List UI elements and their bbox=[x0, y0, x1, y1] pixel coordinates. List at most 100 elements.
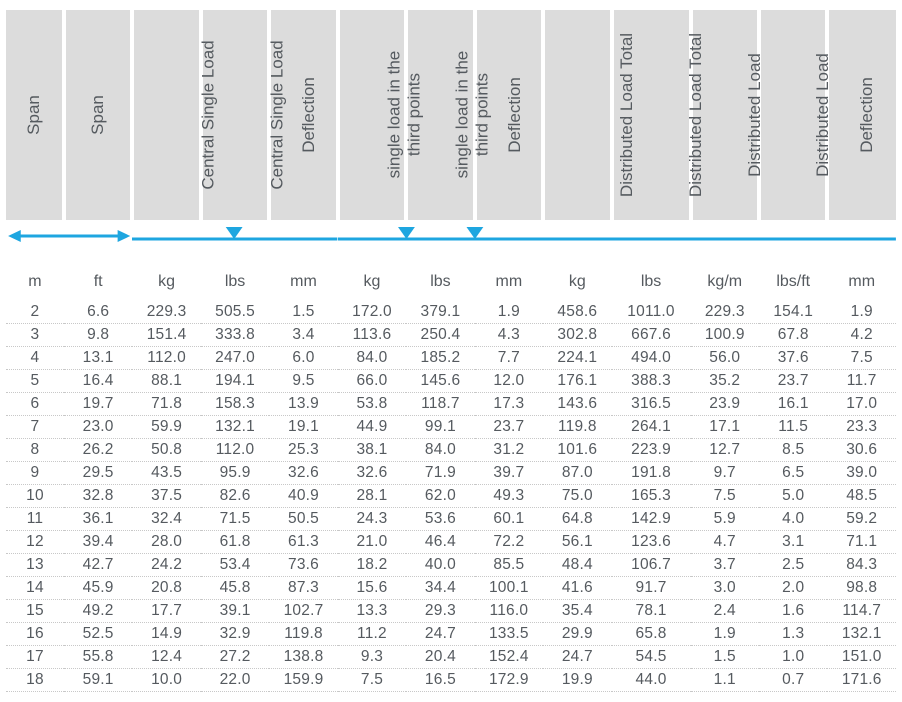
cell: 16.4 bbox=[64, 370, 132, 393]
cell: 223.9 bbox=[612, 439, 691, 462]
cell: 13.1 bbox=[64, 347, 132, 370]
header-central-kg: Central Single Load bbox=[132, 10, 200, 220]
cell: 1.0 bbox=[759, 646, 827, 669]
cell: 49.3 bbox=[475, 485, 543, 508]
cell: 23.0 bbox=[64, 416, 132, 439]
unit-mm-3: mm bbox=[827, 267, 896, 301]
cell: 1.5 bbox=[269, 301, 337, 324]
cell: 264.1 bbox=[612, 416, 691, 439]
cell: 78.1 bbox=[612, 600, 691, 623]
cell: 75.0 bbox=[543, 485, 611, 508]
cell: 23.9 bbox=[691, 393, 759, 416]
cell: 34.4 bbox=[406, 577, 474, 600]
table-row: 39.8151.4333.83.4113.6250.44.3302.8667.6… bbox=[6, 324, 896, 347]
cell: 19.7 bbox=[64, 393, 132, 416]
cell: 88.1 bbox=[132, 370, 200, 393]
cell: 18 bbox=[6, 669, 64, 692]
cell: 29.9 bbox=[543, 623, 611, 646]
table-row: 1755.812.427.2138.89.320.4152.424.754.51… bbox=[6, 646, 896, 669]
unit-lbs-1: lbs bbox=[201, 267, 269, 301]
cell: 112.0 bbox=[132, 347, 200, 370]
cell: 7.7 bbox=[475, 347, 543, 370]
cell: 11.5 bbox=[759, 416, 827, 439]
cell: 32.4 bbox=[132, 508, 200, 531]
cell: 61.8 bbox=[201, 531, 269, 554]
cell: 9.8 bbox=[64, 324, 132, 347]
cell: 17 bbox=[6, 646, 64, 669]
cell: 54.5 bbox=[612, 646, 691, 669]
cell: 159.9 bbox=[269, 669, 337, 692]
cell: 1.9 bbox=[827, 301, 896, 324]
cell: 2.0 bbox=[759, 577, 827, 600]
cell: 229.3 bbox=[691, 301, 759, 324]
cell: 1.5 bbox=[691, 646, 759, 669]
cell: 102.7 bbox=[269, 600, 337, 623]
table-row: 1549.217.739.1102.713.329.3116.035.478.1… bbox=[6, 600, 896, 623]
cell: 59.9 bbox=[132, 416, 200, 439]
cell: 116.0 bbox=[475, 600, 543, 623]
table-row: 619.771.8158.313.953.8118.717.3143.6316.… bbox=[6, 393, 896, 416]
cell: 16.1 bbox=[759, 393, 827, 416]
unit-lbs-2: lbs bbox=[406, 267, 474, 301]
cell: 52.5 bbox=[64, 623, 132, 646]
span-arrow-icon bbox=[6, 220, 132, 249]
cell: 191.8 bbox=[612, 462, 691, 485]
cell: 10 bbox=[6, 485, 64, 508]
cell: 3.7 bbox=[691, 554, 759, 577]
cell: 4.2 bbox=[827, 324, 896, 347]
cell: 4.3 bbox=[475, 324, 543, 347]
cell: 19.9 bbox=[543, 669, 611, 692]
cell: 55.8 bbox=[64, 646, 132, 669]
cell: 87.3 bbox=[269, 577, 337, 600]
cell: 5.0 bbox=[759, 485, 827, 508]
cell: 1011.0 bbox=[612, 301, 691, 324]
table-row: 1652.514.932.9119.811.224.7133.529.965.8… bbox=[6, 623, 896, 646]
cell: 7.5 bbox=[338, 669, 406, 692]
header-deflection-3: Deflection bbox=[827, 10, 896, 220]
cell: 43.5 bbox=[132, 462, 200, 485]
cell: 45.9 bbox=[64, 577, 132, 600]
cell: 12.0 bbox=[475, 370, 543, 393]
cell: 10.0 bbox=[132, 669, 200, 692]
cell: 667.6 bbox=[612, 324, 691, 347]
cell: 132.1 bbox=[201, 416, 269, 439]
header-third-kg: single load in thethird points bbox=[338, 10, 406, 220]
cell: 3.1 bbox=[759, 531, 827, 554]
cell: 1.6 bbox=[759, 600, 827, 623]
cell: 112.0 bbox=[201, 439, 269, 462]
cell: 229.3 bbox=[132, 301, 200, 324]
cell: 44.9 bbox=[338, 416, 406, 439]
indicator-row bbox=[6, 220, 896, 249]
third-points-icon bbox=[338, 220, 543, 249]
cell: 11 bbox=[6, 508, 64, 531]
cell: 28.1 bbox=[338, 485, 406, 508]
cell: 106.7 bbox=[612, 554, 691, 577]
cell: 23.3 bbox=[827, 416, 896, 439]
cell: 6 bbox=[6, 393, 64, 416]
cell: 84.0 bbox=[338, 347, 406, 370]
table-row: 929.543.595.932.632.671.939.787.0191.89.… bbox=[6, 462, 896, 485]
cell: 48.5 bbox=[827, 485, 896, 508]
cell: 250.4 bbox=[406, 324, 474, 347]
cell: 11.2 bbox=[338, 623, 406, 646]
cell: 32.8 bbox=[64, 485, 132, 508]
cell: 171.6 bbox=[827, 669, 896, 692]
cell: 12 bbox=[6, 531, 64, 554]
cell: 53.4 bbox=[201, 554, 269, 577]
cell: 24.3 bbox=[338, 508, 406, 531]
cell: 98.8 bbox=[827, 577, 896, 600]
cell: 172.0 bbox=[338, 301, 406, 324]
cell: 145.6 bbox=[406, 370, 474, 393]
cell: 5 bbox=[6, 370, 64, 393]
cell: 36.1 bbox=[64, 508, 132, 531]
cell: 132.1 bbox=[827, 623, 896, 646]
cell: 379.1 bbox=[406, 301, 474, 324]
header-dist-total-kg: Distributed Load Total bbox=[543, 10, 611, 220]
load-table: Span Span Central Single Load Central Si… bbox=[6, 10, 896, 692]
cell: 71.9 bbox=[406, 462, 474, 485]
cell: 114.7 bbox=[827, 600, 896, 623]
cell: 20.4 bbox=[406, 646, 474, 669]
cell: 2 bbox=[6, 301, 64, 324]
table-row: 826.250.8112.025.338.184.031.2101.6223.9… bbox=[6, 439, 896, 462]
cell: 60.1 bbox=[475, 508, 543, 531]
